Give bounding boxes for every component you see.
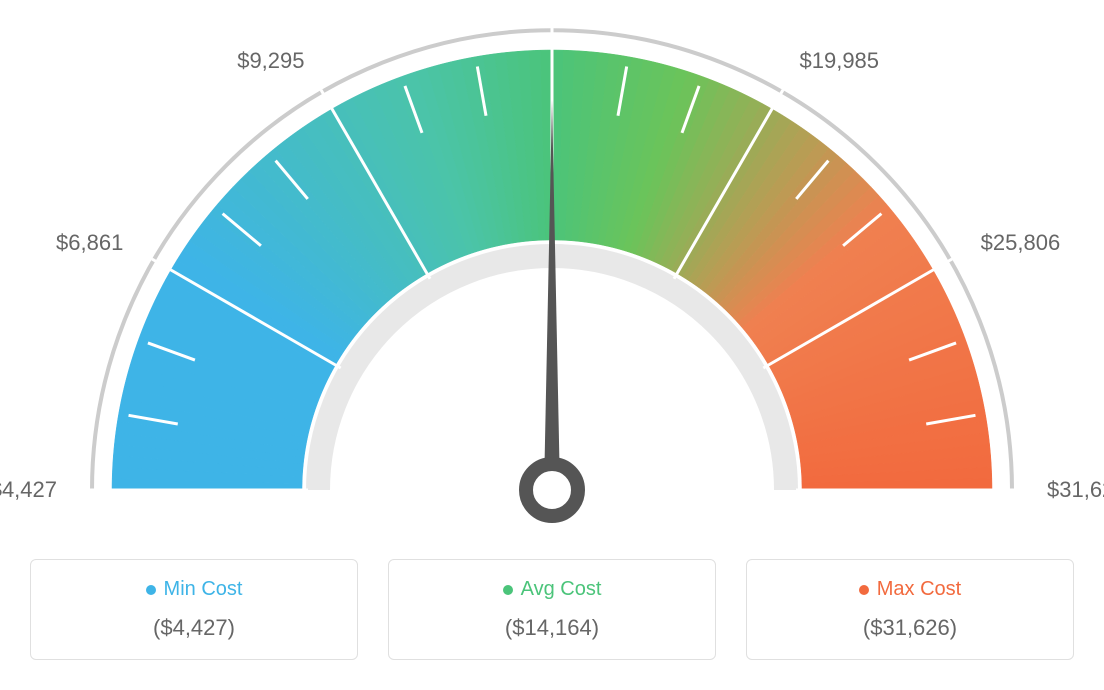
gauge-tick-label: $4,427 — [0, 477, 57, 503]
max-cost-value: ($31,626) — [767, 615, 1053, 641]
min-cost-card: Min Cost ($4,427) — [30, 559, 358, 660]
gauge-tick-label: $25,806 — [981, 230, 1061, 256]
max-cost-dot-icon — [859, 585, 869, 595]
avg-cost-card: Avg Cost ($14,164) — [388, 559, 716, 660]
gauge-tick-label: $31,626 — [1047, 477, 1104, 503]
min-cost-label: Min Cost — [164, 578, 243, 601]
gauge-area: $4,427$6,861$9,295$14,164$19,985$25,806$… — [0, 0, 1104, 560]
gauge-tick-label: $6,861 — [56, 230, 123, 256]
min-cost-title: Min Cost — [51, 578, 337, 601]
max-cost-title: Max Cost — [767, 578, 1053, 601]
avg-cost-dot-icon — [503, 585, 513, 595]
avg-cost-title: Avg Cost — [409, 578, 695, 601]
avg-cost-label: Avg Cost — [521, 578, 602, 601]
max-cost-card: Max Cost ($31,626) — [746, 559, 1074, 660]
cost-summary-cards: Min Cost ($4,427) Avg Cost ($14,164) Max… — [0, 559, 1104, 660]
gauge-tick-label: $19,985 — [800, 48, 880, 74]
avg-cost-value: ($14,164) — [409, 615, 695, 641]
min-cost-value: ($4,427) — [51, 615, 337, 641]
max-cost-label: Max Cost — [877, 578, 961, 601]
gauge-svg — [0, 0, 1104, 560]
min-cost-dot-icon — [146, 585, 156, 595]
gauge-tick-label: $9,295 — [237, 48, 304, 74]
cost-gauge-chart: $4,427$6,861$9,295$14,164$19,985$25,806$… — [0, 0, 1104, 690]
